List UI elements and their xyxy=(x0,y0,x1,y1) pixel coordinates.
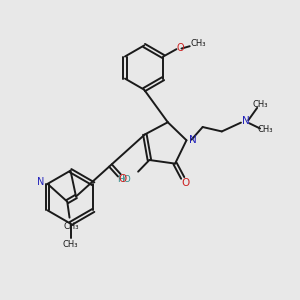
Text: N: N xyxy=(242,116,250,126)
Text: O: O xyxy=(181,178,189,188)
Text: HO: HO xyxy=(117,175,131,184)
Text: O: O xyxy=(176,43,184,53)
Text: N: N xyxy=(189,135,197,145)
Text: CH₃: CH₃ xyxy=(253,100,268,109)
Text: CH₃: CH₃ xyxy=(63,240,78,249)
Text: CH₃: CH₃ xyxy=(190,39,206,48)
Text: O: O xyxy=(119,174,127,184)
Text: N: N xyxy=(38,177,45,188)
Text: CH₃: CH₃ xyxy=(63,222,79,231)
Text: CH₃: CH₃ xyxy=(258,125,273,134)
